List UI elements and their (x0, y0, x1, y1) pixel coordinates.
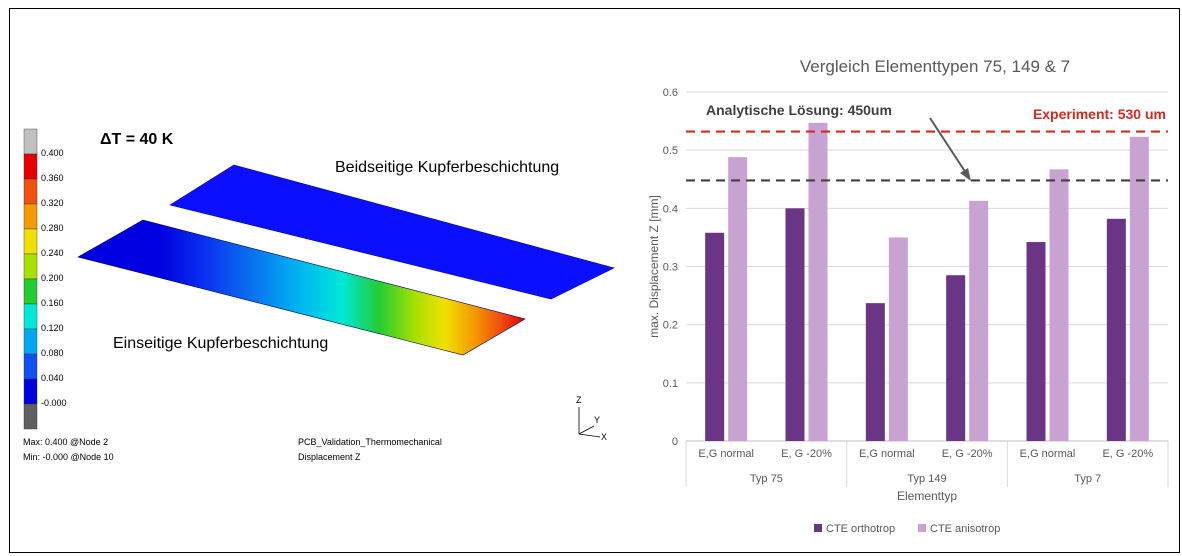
group-label: Typ 149 (907, 473, 946, 485)
y-tick-label: 0.4 (663, 203, 678, 215)
footer-min: Min: -0.000 @Node 10 (23, 452, 114, 462)
chart-title: Vergleich Elementtypen 75, 149 & 7 (800, 57, 1070, 76)
legend-swatch (23, 403, 38, 430)
axis-z-label: Z (576, 395, 582, 405)
label-single-sided: Einseitige Kupferbeschichtung (113, 335, 329, 352)
bar-cte-anisotrop (1129, 136, 1149, 441)
color-legend (23, 128, 38, 430)
bar-cte-orthotrop (865, 303, 885, 441)
bar-cte-anisotrop (808, 122, 828, 441)
legend-swatch (23, 353, 38, 380)
footer-max: Max: 0.400 @Node 2 (23, 437, 109, 447)
axis-x-label: X (601, 432, 608, 442)
legend-value: 0.120 (41, 323, 64, 333)
y-tick-label: 0.1 (663, 378, 678, 390)
label-double-sided: Beidseitige Kupferbeschichtung (335, 159, 560, 176)
bar-cte-orthotrop (946, 275, 966, 441)
legend-swatch (23, 253, 38, 280)
category-label: E, G -20% (1102, 448, 1153, 460)
footer-result: Displacement Z (298, 452, 361, 462)
chart-panel: Vergleich Elementtypen 75, 149 & 7 0 0.1 0.… (628, 39, 1178, 556)
bar-chart: Vergleich Elementtypen 75, 149 & 7 0 0.1 0.… (647, 57, 1169, 535)
plate-top (169, 164, 615, 300)
bar-cte-anisotrop (888, 237, 908, 441)
footer-model: PCB_Validation_Thermomechanical (298, 437, 442, 447)
bar-cte-anisotrop (728, 157, 748, 441)
legend-value: 0.400 (41, 148, 64, 158)
axis-triad-icon (578, 407, 601, 438)
bar-cte-orthotrop (1106, 218, 1126, 441)
group-label: Typ 7 (1074, 473, 1101, 485)
category-label: E,G normal (1020, 448, 1076, 460)
legend-value: 0.080 (41, 348, 64, 358)
legend-swatch (23, 303, 38, 330)
simulation-view (23, 128, 615, 438)
figure-frame: ΔT = 40 K Beidseitige Kupferbeschichtung… (9, 8, 1180, 553)
y-tick-label: 0 (672, 436, 678, 448)
legend-value: 0.200 (41, 273, 64, 283)
legend-value: 0.040 (41, 373, 64, 383)
y-tick-label: 0.5 (663, 145, 678, 157)
bar-cte-orthotrop (1026, 242, 1046, 441)
annotation-arrow-line (929, 117, 967, 174)
legend-swatch (23, 278, 38, 305)
y-tick-label: 0.2 (663, 320, 678, 332)
delta-t-label: ΔT = 40 K (100, 131, 174, 148)
legend-swatch (23, 128, 38, 155)
annotation-arrow-head (960, 168, 971, 181)
legend-swatch (23, 228, 38, 255)
axis-y-label: Y (594, 415, 601, 425)
category-label: E, G -20% (942, 448, 993, 460)
legend-value: 0.280 (41, 223, 64, 233)
legend-value: -0.000 (41, 398, 67, 408)
bar-cte-anisotrop (1049, 169, 1069, 441)
category-label: E,G normal (698, 448, 754, 460)
bar-cte-orthotrop (705, 232, 725, 441)
reference-label-experiment: Experiment: 530 um (1033, 106, 1166, 122)
legend-swatch (23, 203, 38, 230)
group-label: Typ 75 (750, 473, 783, 485)
legend-value: 0.320 (41, 198, 64, 208)
category-label: E, G -20% (781, 448, 832, 460)
legend-entry: CTE orthotrop (826, 523, 895, 535)
legend-value: 0.240 (41, 248, 64, 258)
legend-value: 0.360 (41, 173, 64, 183)
legend-swatch (23, 178, 38, 205)
simulation-panel: ΔT = 40 K Beidseitige Kupferbeschichtung… (10, 9, 650, 554)
legend-value: 0.160 (41, 298, 64, 308)
bar-cte-orthotrop (785, 208, 805, 441)
y-axis-label: max. Displacement Z [mm] (647, 195, 661, 338)
legend-swatch (23, 378, 38, 405)
x-axis-label: Elementtyp (897, 489, 957, 503)
y-tick-label: 0.3 (663, 262, 678, 274)
legend-entry: CTE anisotrop (930, 523, 1000, 535)
plate-bottom (77, 219, 526, 356)
legend-swatch (814, 524, 822, 532)
y-tick-label: 0.6 (663, 87, 678, 99)
legend-swatch (23, 153, 38, 180)
legend-swatch (918, 524, 926, 532)
reference-label-analytic: Analytische Lösung: 450um (706, 102, 892, 118)
bar-cte-anisotrop (969, 200, 989, 441)
category-label: E,G normal (859, 448, 915, 460)
legend-swatch (23, 328, 38, 355)
